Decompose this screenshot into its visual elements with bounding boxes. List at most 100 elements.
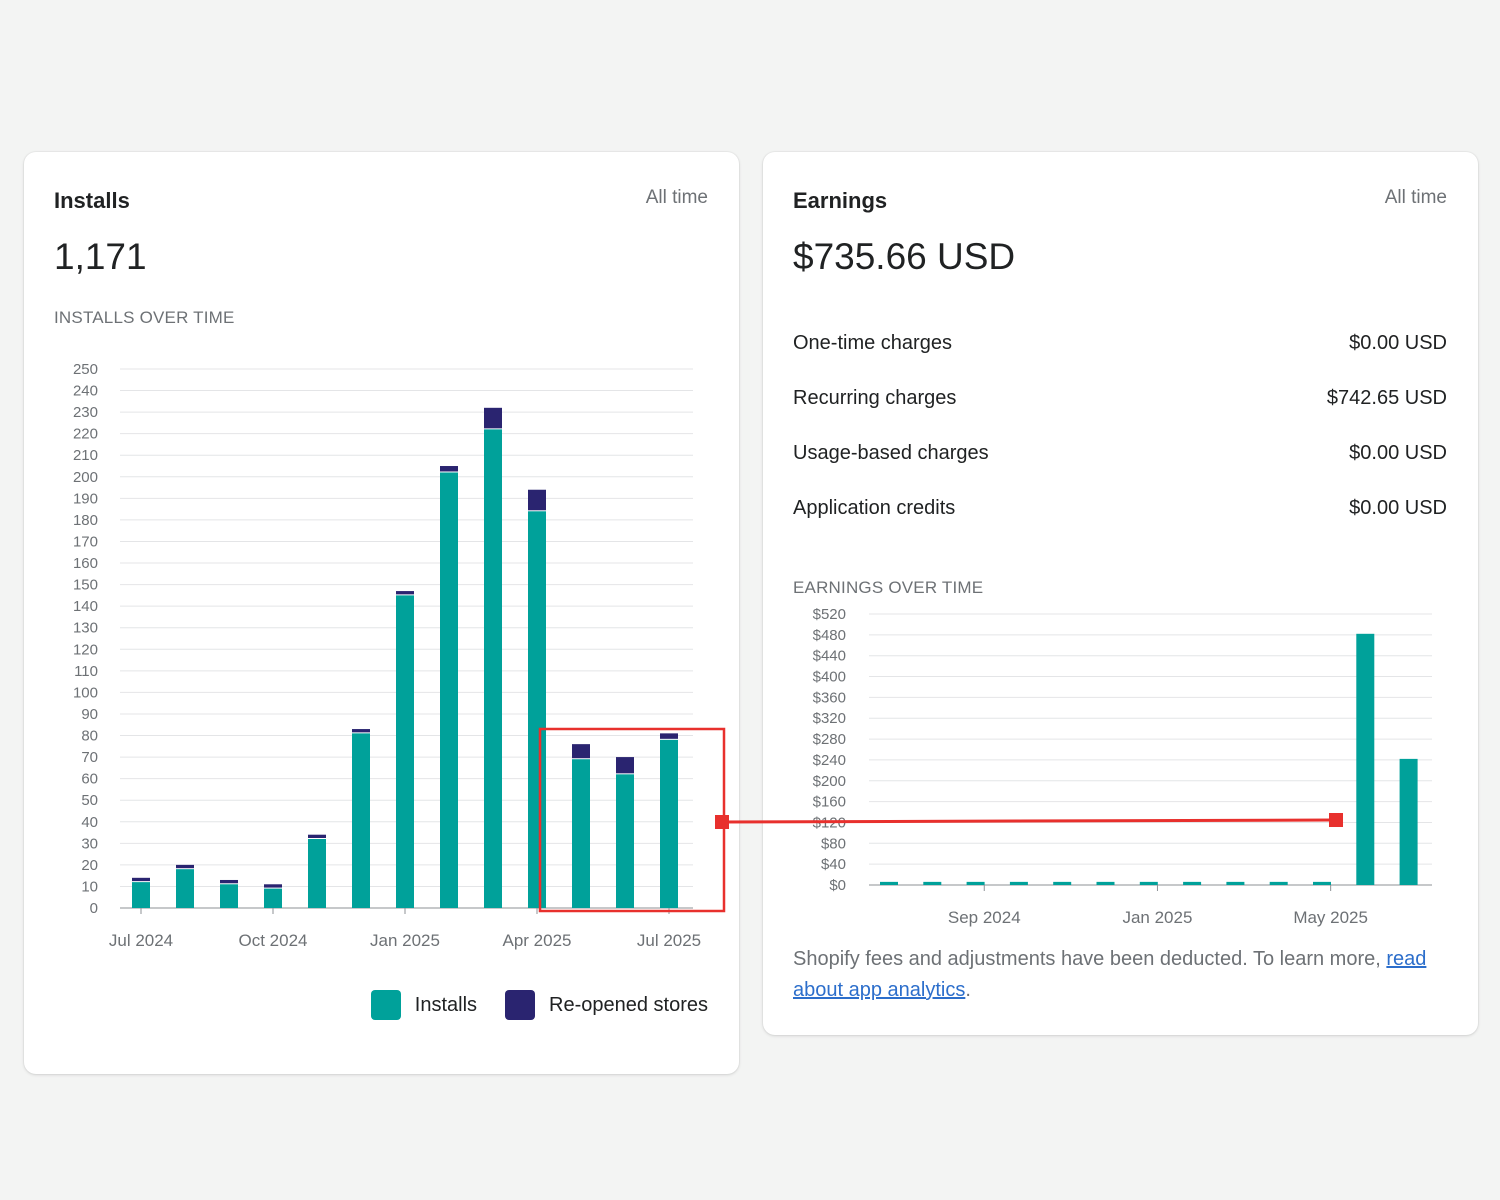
y-tick-label: 150 [73,577,98,594]
y-tick-label: $120 [813,814,846,831]
earnings-bar [1399,758,1418,885]
charge-label: One-time charges [793,332,952,354]
y-tick-label: 160 [73,555,98,572]
earnings-bar [880,881,898,885]
x-tick-label: May 2025 [1293,908,1368,927]
reopened-bar [264,884,282,888]
legend-installs[interactable]: Installs [370,990,478,1020]
earnings-card: Earnings All time $735.66 USD One-time c… [763,152,1478,1035]
installs-bar [660,739,678,908]
legend-reopened-label: Re-opened stores [549,993,708,1016]
y-tick-label: 250 [73,361,98,378]
y-tick-label: 190 [73,490,98,507]
charge-value: $0.00 USD [1349,497,1447,519]
y-tick-label: $40 [821,856,846,873]
y-tick-label: 50 [81,792,98,809]
installs-bar [176,869,194,908]
y-tick-label: 170 [73,533,98,550]
installs-range[interactable]: All time [645,187,708,208]
charges-list: One-time charges $0.00 USD Recurring cha… [793,332,1447,552]
earnings-bar [1269,881,1288,885]
installs-card: Installs All time 1,171 INSTALLS OVER TI… [24,152,739,1074]
y-tick-label: 230 [73,404,98,421]
y-tick-label: 180 [73,512,98,529]
reopened-bar [616,757,634,774]
y-tick-label: 20 [81,857,98,874]
y-tick-label: 10 [81,878,98,895]
legend-reopened[interactable]: Re-opened stores [505,990,708,1020]
installs-bar [484,429,502,908]
charge-label: Usage-based charges [793,442,989,464]
legend-installs-label: Installs [414,993,478,1016]
reopened-bar [352,729,370,733]
reopened-bar [220,879,238,884]
earnings-bar [1096,881,1115,885]
y-tick-label: $160 [813,794,846,811]
x-tick-label: Jul 2025 [637,931,701,950]
installs-title: Installs [54,188,130,213]
footnote-text: Shopify fees and adjustments have been d… [793,948,1387,970]
y-tick-label: $80 [821,835,846,852]
charge-row-credits: Application credits $0.00 USD [793,497,1447,552]
installs-bar [352,733,370,908]
y-tick-label: 30 [81,835,98,852]
y-tick-label: $400 [813,669,846,686]
y-tick-label: 100 [73,684,98,701]
installs-swatch [370,990,401,1020]
charge-row-recurring: Recurring charges $742.65 USD [793,387,1447,442]
installs-bar [264,888,282,908]
earnings-bar [1139,881,1158,885]
installs-bar [528,511,546,908]
earnings-bar [1183,881,1202,885]
y-tick-label: $240 [813,752,846,769]
y-tick-label: 210 [73,447,98,464]
y-tick-label: 0 [90,900,98,917]
y-tick-label: 240 [73,383,98,400]
earnings-chart-label: EARNINGS OVER TIME [793,578,984,597]
y-tick-label: $440 [813,648,846,665]
y-tick-label: 140 [73,598,98,615]
charge-label: Recurring charges [793,387,957,409]
x-tick-label: Oct 2024 [239,931,308,950]
charge-value: $0.00 USD [1349,332,1447,354]
analytics-link[interactable]: read about app analytics [793,948,1427,1001]
installs-bar [396,595,414,908]
y-tick-label: 80 [81,728,98,745]
reopened-bar [660,733,678,739]
installs-chart: 0 10 20 30 40 50 60 70 80 90 100 110 120 130 140 150 160… [73,361,701,950]
earnings-bar [1356,633,1375,885]
x-tick-label: Sep 2024 [948,908,1021,927]
earnings-bar [1009,881,1028,885]
x-tick-label: Jul 2024 [109,931,173,950]
reopened-bar [484,407,502,429]
earnings-footnote: Shopify fees and adjustments have been d… [793,944,1453,1006]
installs-total: 1,171 [54,236,147,277]
footnote-end: . [965,979,971,1001]
y-tick-label: $0 [829,877,846,894]
y-tick-label: $520 [813,606,846,623]
installs-bar [220,884,238,908]
y-tick-label: 130 [73,620,98,637]
x-tick-label: Jan 2025 [1122,908,1192,927]
reopened-swatch [505,990,536,1020]
reopened-bar [308,834,326,839]
reopened-bar [396,591,414,595]
charge-row-usage: Usage-based charges $0.00 USD [793,442,1447,497]
y-tick-label: 200 [73,469,98,486]
earnings-bar [1053,881,1072,885]
earnings-total: $735.66 USD [793,236,1016,277]
reopened-bar [440,466,458,472]
installs-bar [308,839,326,908]
earnings-title: Earnings [793,188,888,213]
installs-bar [572,759,590,908]
y-tick-label: $480 [813,627,846,644]
charge-label: Application credits [793,497,956,519]
y-tick-label: $360 [813,689,846,706]
x-tick-label: Apr 2025 [503,931,572,950]
reopened-bar [528,489,546,511]
y-tick-label: $200 [813,773,846,790]
earnings-range[interactable]: All time [1384,187,1447,208]
y-tick-label: 110 [74,663,98,680]
y-tick-label: 120 [73,641,98,658]
y-tick-label: 220 [73,426,98,443]
